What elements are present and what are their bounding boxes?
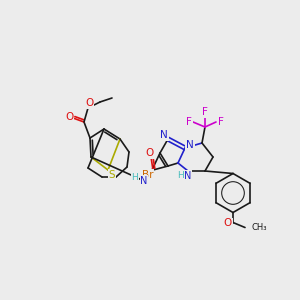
Text: N: N	[140, 176, 148, 186]
Text: O: O	[224, 218, 232, 229]
Text: CH₃: CH₃	[251, 223, 266, 232]
Text: N: N	[186, 140, 194, 150]
Text: O: O	[65, 112, 73, 122]
Text: Br: Br	[142, 170, 154, 180]
Text: F: F	[218, 117, 224, 127]
Text: N: N	[160, 130, 168, 140]
Text: H: H	[177, 172, 183, 181]
Text: H: H	[132, 173, 138, 182]
Text: O: O	[146, 148, 154, 158]
Text: S: S	[109, 170, 115, 180]
Text: O: O	[85, 98, 93, 108]
Text: F: F	[186, 117, 192, 127]
Text: N: N	[184, 171, 192, 181]
Text: F: F	[202, 107, 208, 117]
